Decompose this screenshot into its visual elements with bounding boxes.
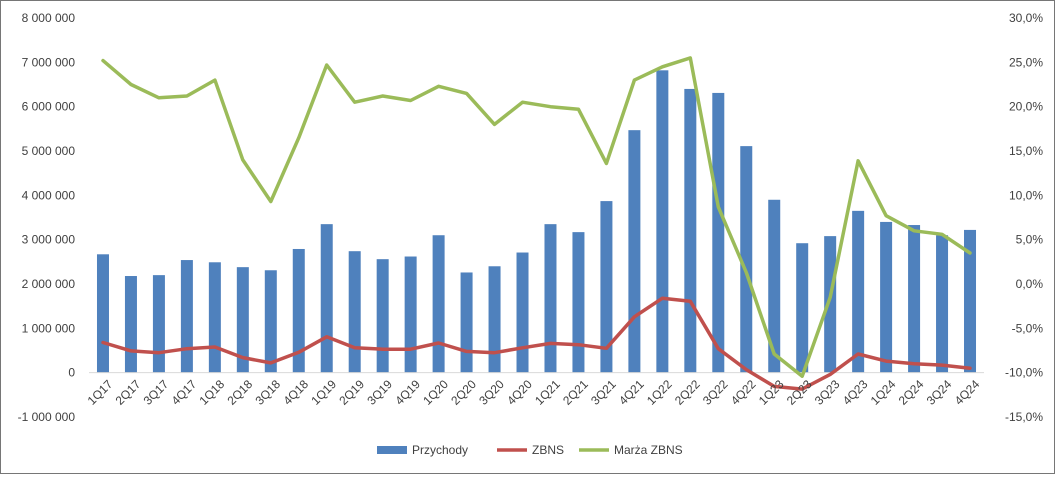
legend-swatch-bar [377,446,407,454]
y-left-tick-label: 6 000 000 [22,100,76,114]
x-tick-label: 2Q23 [784,377,815,408]
x-tick-label: 1Q20 [420,377,451,408]
legend-label: Marża ZBNS [614,443,683,457]
y-right-tick-label: 15,0% [1009,144,1043,158]
bar-przychody [264,270,277,373]
bar-przychody [236,267,249,373]
y-right-tick-label: 10,0% [1009,188,1043,202]
y-right-axis-labels: -15,0% -10,0% -5,0% 0,0% 5,0% 10,0% 15,0% 20,0%… [1005,11,1043,424]
x-tick-label: 1Q22 [644,377,675,408]
y-right-tick-label: 5,0% [1016,233,1044,247]
x-tick-label: 3Q18 [252,377,283,408]
bar-przychody [208,262,221,373]
bar-przychody [936,235,949,373]
bar-przychody [488,266,501,373]
legend-label: Przychody [412,443,468,457]
y-left-tick-label: 5 000 000 [22,144,76,158]
bar-przychody [880,221,893,373]
bar-przychody [404,256,417,373]
y-right-tick-label: 0,0% [1016,277,1044,291]
bar-przychody [572,232,585,373]
bar-przychody [376,259,389,373]
x-tick-label: 2Q22 [672,377,703,408]
y-right-tick-label: 30,0% [1009,11,1043,25]
x-tick-label: 4Q24 [952,377,983,408]
x-tick-label: 1Q21 [532,377,563,408]
y-right-tick-label: -10,0% [1005,366,1043,380]
x-tick-label: 2Q18 [225,377,256,408]
y-left-tick-label: 4 000 000 [22,188,76,202]
bar-przychody [152,275,165,373]
bar-przychody [180,260,193,373]
x-tick-label: 3Q24 [924,377,955,408]
bar-przychody [908,225,921,373]
y-left-axis-labels: -1 000 000 0 1 000 000 2 000 000 3 000 000 4 … [18,11,76,424]
x-axis-labels: 1Q172Q173Q174Q171Q182Q183Q184Q181Q192Q19… [85,377,983,408]
y-left-tick-label: 3 000 000 [22,233,76,247]
bar-przychody [768,199,781,373]
bar-przychody [516,252,529,373]
y-left-tick-label: 1 000 000 [22,321,76,335]
bar-series-przychody [96,70,977,373]
y-left-tick-label: 2 000 000 [22,277,76,291]
x-tick-label: 4Q21 [616,377,647,408]
y-left-tick-label: 0 [68,366,75,380]
x-tick-label: 4Q23 [840,377,871,408]
bar-przychody [544,224,557,373]
bar-przychody [796,243,809,373]
line-series [101,56,972,391]
y-right-tick-label: -5,0% [1012,321,1044,335]
bar-przychody [320,224,333,373]
legend-label: ZBNS [532,443,564,457]
x-tick-label: 2Q17 [113,377,144,408]
x-tick-label: 4Q22 [728,377,759,408]
y-left-tick-label: 8 000 000 [22,11,76,25]
bar-przychody [124,276,137,373]
legend: Przychody ZBNS Marża ZBNS [377,443,683,457]
bar-przychody [852,210,865,373]
x-tick-label: 3Q19 [364,377,395,408]
y-left-tick-label: 7 000 000 [22,55,76,69]
y-left-tick-label: -1 000 000 [18,410,76,424]
line-zbns [101,296,972,391]
bar-przychody [628,130,641,373]
bar-przychody [964,229,977,373]
bar-przychody [684,88,697,373]
bar-przychody [740,146,753,373]
x-tick-label: 2Q21 [560,377,591,408]
x-tick-label: 1Q19 [308,377,339,408]
x-tick-label: 1Q23 [756,377,787,408]
bar-przychody [600,201,613,373]
line-mar-a-zbns [101,56,972,378]
bar-przychody [460,272,473,373]
x-tick-label: 1Q18 [197,377,228,408]
bar-przychody [824,236,837,373]
x-tick-label: 3Q17 [141,377,172,408]
bar-przychody [656,70,669,373]
x-tick-label: 4Q19 [392,377,423,408]
x-tick-label: 4Q17 [169,377,200,408]
bar-przychody [348,251,361,373]
x-tick-label: 2Q24 [896,377,927,408]
y-right-tick-label: -15,0% [1005,410,1043,424]
x-tick-label: 1Q24 [868,377,899,408]
x-tick-label: 4Q18 [280,377,311,408]
y-right-tick-label: 25,0% [1009,55,1043,69]
y-right-tick-label: 20,0% [1009,100,1043,114]
x-tick-label: 1Q17 [85,377,116,408]
x-tick-label: 2Q20 [448,377,479,408]
x-tick-label: 3Q21 [588,377,619,408]
bar-przychody [292,248,305,373]
bar-przychody [712,92,725,373]
x-tick-label: 3Q20 [476,377,507,408]
x-tick-label: 4Q20 [504,377,535,408]
x-tick-label: 2Q19 [336,377,367,408]
x-tick-label: 3Q22 [700,377,731,408]
bar-przychody [432,235,445,373]
bar-przychody [96,254,109,373]
